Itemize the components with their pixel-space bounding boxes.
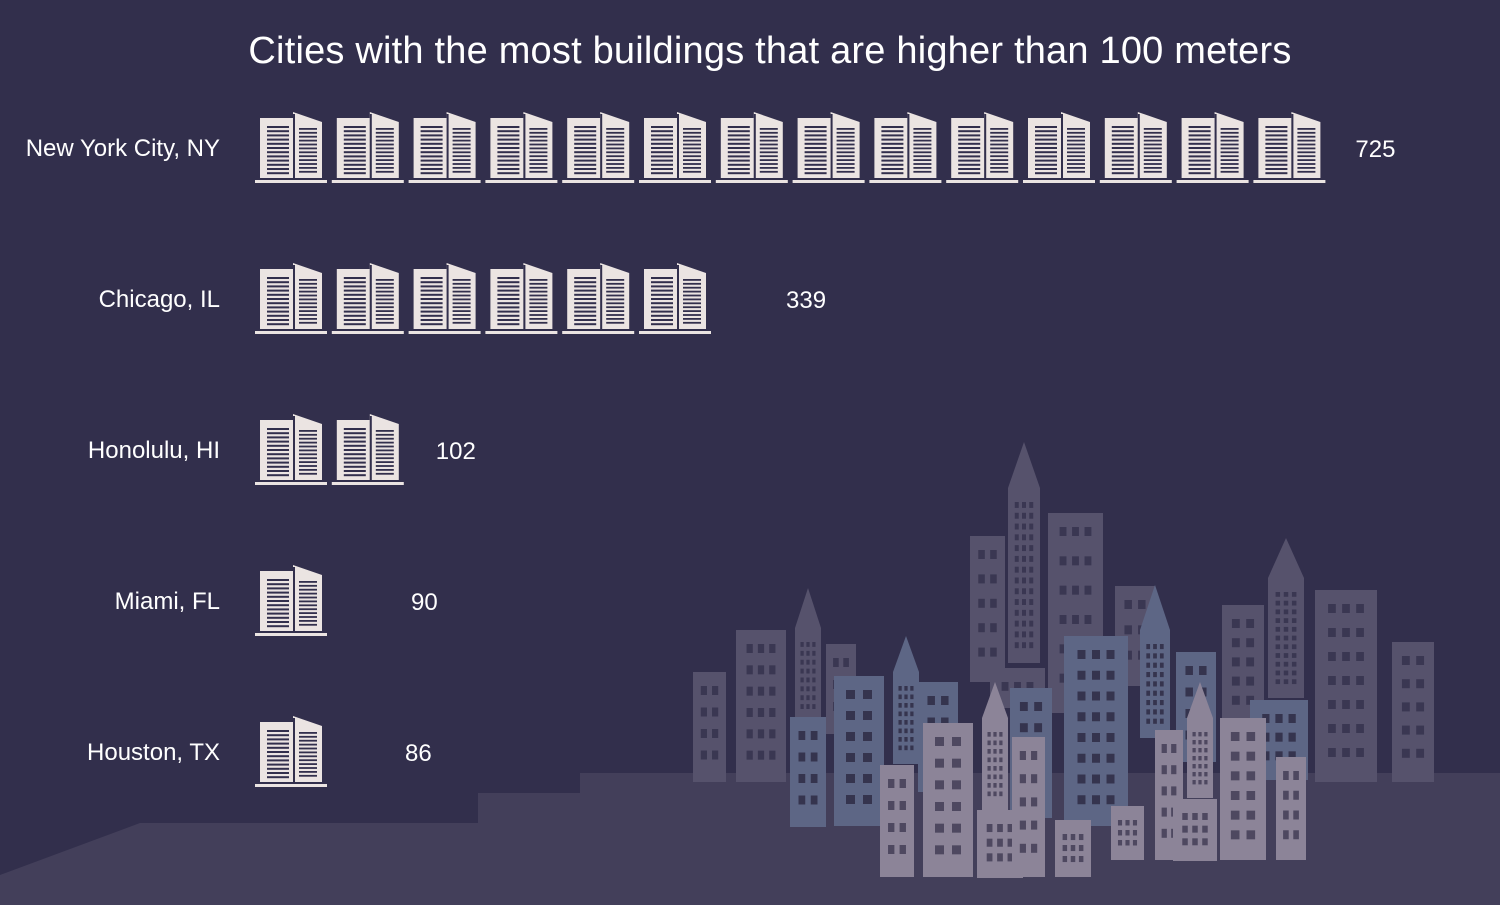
building-icon: [485, 263, 558, 334]
building-icon: [869, 112, 942, 183]
skyline-spire-building: [893, 636, 919, 764]
skyline-building: [880, 765, 914, 877]
category-label: Houston, TX: [87, 739, 220, 766]
skyline-building: [1173, 799, 1217, 861]
building-icon: [408, 112, 481, 183]
building-icon: [1099, 112, 1172, 183]
category-label: Honolulu, HI: [87, 437, 220, 464]
building-icon: [255, 565, 327, 636]
building-icon: [255, 112, 327, 183]
building-icon: [639, 112, 711, 183]
ground-shape: [0, 773, 1500, 905]
skyline-building: [1392, 642, 1434, 782]
building-icon: [1023, 112, 1095, 183]
value-label: 725: [1355, 136, 1396, 163]
city-skyline-illustration: [693, 442, 1434, 878]
building-icon: [485, 112, 558, 183]
skyline-building: [923, 723, 973, 877]
building-icon: [562, 263, 635, 334]
building-icon: [792, 112, 865, 183]
skyline-building: [1055, 820, 1091, 877]
skyline-spire-building: [982, 682, 1008, 810]
building-icon: [331, 112, 404, 183]
skyline-spire-building: [1268, 538, 1304, 698]
skyline-spire-building: [1187, 682, 1213, 798]
building-icon: [639, 263, 711, 334]
value-label: 90: [411, 589, 438, 616]
skyline-building: [1111, 806, 1144, 860]
building-icon: [946, 112, 1019, 183]
building-icon: [255, 263, 327, 334]
skyline-building: [790, 717, 826, 827]
category-label: Miami, FL: [114, 588, 220, 615]
skyline-building: [1276, 757, 1306, 860]
building-icon: [715, 112, 788, 183]
category-label: Chicago, IL: [98, 286, 220, 313]
building-icon: [331, 414, 404, 485]
building-icon: [1253, 112, 1326, 183]
value-label: 339: [786, 287, 827, 314]
building-icon: [408, 263, 481, 334]
skyline-building: [736, 630, 786, 782]
building-icon: [562, 112, 635, 183]
chart-title: Cities with the most buildings that are …: [248, 30, 1292, 72]
pictograph-icons: [255, 112, 1326, 787]
skyline-building: [693, 672, 726, 782]
skyline-building: [834, 676, 884, 826]
value-label: 102: [435, 438, 476, 465]
skyline-building: [1315, 590, 1377, 782]
building-icon: [255, 716, 327, 787]
value-label: 86: [405, 740, 432, 767]
building-icon: [331, 263, 404, 334]
skyline-spire-building: [1008, 442, 1040, 663]
building-icon: [1176, 112, 1249, 183]
category-label: New York City, NY: [25, 135, 220, 162]
skyline-building: [1012, 737, 1045, 877]
skyline-spire-building: [795, 588, 821, 723]
skyline-spire-building: [1140, 585, 1170, 738]
building-icon: [255, 414, 327, 485]
skyline-building: [1220, 718, 1266, 860]
ground-background: [0, 773, 1500, 905]
skyline-building: [970, 536, 1005, 682]
skyline-building: [1064, 636, 1128, 826]
